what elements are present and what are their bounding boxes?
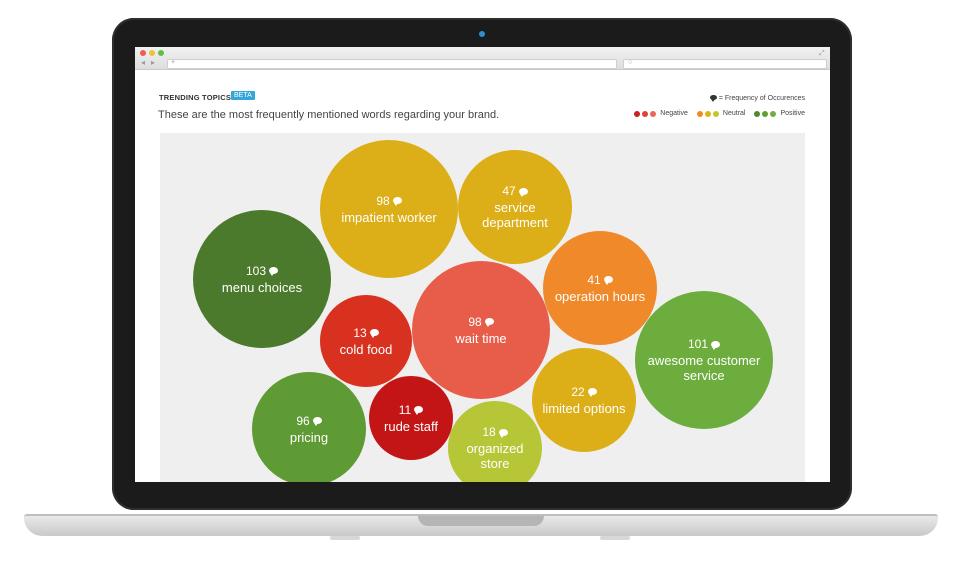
- topic-count: 11: [398, 402, 424, 417]
- topic-count: 18: [482, 425, 508, 439]
- browser-search-bar[interactable]: [623, 59, 827, 69]
- topic-count-value: 101: [687, 337, 709, 351]
- topic-label: pricing: [289, 429, 329, 445]
- topic-bubble-impatient-worker[interactable]: 98 impatient worker: [320, 140, 458, 278]
- minimize-window-button[interactable]: [149, 50, 155, 56]
- forward-icon[interactable]: ▸: [151, 58, 156, 67]
- search-icon: ○: [628, 59, 633, 66]
- back-icon[interactable]: ◂: [141, 58, 146, 67]
- laptop-foot: [330, 536, 360, 540]
- chat-bubble-icon: [587, 388, 597, 397]
- sentiment-legend: Negative Neutral Positive: [625, 110, 805, 117]
- legend-dot: [712, 110, 719, 117]
- chat-bubble-icon: [312, 417, 322, 426]
- topic-count-value: 41: [587, 272, 601, 287]
- topic-count-value: 13: [353, 325, 367, 340]
- topic-count: 22: [571, 384, 597, 399]
- legend-neutral: Neutral: [696, 110, 746, 117]
- frequency-legend-label: = Frequency of Occurences: [718, 95, 805, 102]
- legend-dot: [762, 110, 769, 117]
- topic-label: impatient worker: [341, 209, 437, 225]
- topic-bubble-wait-time[interactable]: 98 wait time: [412, 261, 550, 399]
- topic-count-value: 98: [468, 314, 482, 329]
- topic-count-value: 103: [245, 263, 267, 278]
- legend-label: Positive: [780, 110, 805, 117]
- chat-bubble-icon: [711, 340, 721, 350]
- topic-count-value: 11: [398, 402, 412, 417]
- topic-bubble-organized-store[interactable]: 18 organized store: [448, 401, 542, 482]
- topic-label: menu choices: [221, 279, 303, 295]
- topic-bubble-operation-hours[interactable]: 41 operation hours: [543, 231, 657, 345]
- topic-bubble-menu-choices[interactable]: 103 menu choices: [193, 210, 331, 348]
- topic-label: rude staff: [384, 418, 438, 434]
- chat-bubble-icon: [269, 267, 279, 276]
- page-title: TRENDING TOPICS: [159, 93, 232, 102]
- page-subtitle: These are the most frequently mentioned …: [158, 109, 500, 121]
- legend-label: Neutral: [722, 110, 746, 117]
- topic-bubble-rude-staff[interactable]: 11 rude staff: [369, 376, 453, 460]
- chat-bubble-icon: [369, 329, 379, 338]
- fullscreen-icon[interactable]: ⤢: [819, 50, 825, 57]
- topic-bubble-chart: 103 menu choices 98 impatient worker 47 servi…: [160, 133, 805, 482]
- chat-bubble-icon: [392, 197, 402, 206]
- topic-bubble-pricing[interactable]: 96 pricing: [252, 372, 366, 482]
- topic-count-value: 98: [376, 193, 390, 208]
- laptop-foot: [600, 536, 630, 540]
- laptop-notch: [418, 516, 544, 526]
- topic-count: 103: [245, 263, 279, 278]
- topic-count-value: 22: [571, 384, 585, 399]
- legend-dot: [704, 110, 711, 117]
- webcam: [479, 31, 485, 37]
- topic-count: 13: [353, 325, 379, 340]
- maximize-window-button[interactable]: [158, 50, 164, 56]
- legend-dot: [642, 110, 649, 117]
- topic-bubble-service-department[interactable]: 47 service department: [458, 150, 572, 264]
- legend-dot: [754, 110, 761, 117]
- legend-dot: [650, 110, 657, 117]
- chat-bubble-icon: [709, 95, 717, 102]
- topic-bubble-limited-options[interactable]: 22 limited options: [532, 348, 636, 452]
- topic-count: 101: [687, 337, 721, 351]
- chat-bubble-icon: [414, 406, 424, 415]
- topic-count: 98: [468, 314, 494, 329]
- topic-label: limited options: [542, 400, 626, 416]
- legend-label: Negative: [660, 110, 688, 117]
- topic-count: 41: [587, 272, 613, 287]
- close-window-button[interactable]: [140, 50, 146, 56]
- topic-count: 47: [502, 184, 528, 198]
- topic-label: awesome customer service: [647, 353, 761, 383]
- topic-count-value: 18: [482, 425, 496, 439]
- screen: ◂ ▸ + ○ ⤢ TRENDING TOPICS BETA These are…: [135, 47, 830, 482]
- frequency-legend: = Frequency of Occurences: [709, 95, 805, 102]
- topic-bubble-cold-food[interactable]: 13 cold food: [320, 295, 412, 387]
- laptop-base: [24, 516, 938, 536]
- topic-bubble-awesome-customer-service[interactable]: 101 awesome customer service: [635, 291, 773, 429]
- browser-chrome: ◂ ▸ + ○ ⤢: [135, 47, 830, 70]
- new-tab-icon[interactable]: +: [171, 59, 176, 66]
- topic-label: organized store: [466, 441, 524, 471]
- legend-negative: Negative: [634, 110, 688, 117]
- legend-positive: Positive: [754, 110, 805, 117]
- topic-label: operation hours: [554, 288, 646, 304]
- topic-label: wait time: [455, 330, 507, 346]
- chat-bubble-icon: [518, 187, 528, 197]
- address-bar[interactable]: [167, 59, 617, 69]
- legend-dot: [770, 110, 777, 117]
- beta-badge: BETA: [231, 91, 255, 100]
- chat-bubble-icon: [498, 428, 508, 438]
- topic-count-value: 47: [502, 184, 516, 198]
- chat-bubble-icon: [484, 318, 494, 327]
- topic-count-value: 96: [296, 413, 310, 428]
- topic-label: service department: [482, 200, 548, 230]
- legend-dot: [696, 110, 703, 117]
- legend-dot: [634, 110, 641, 117]
- topic-label: cold food: [339, 341, 393, 357]
- topic-count: 98: [376, 193, 402, 208]
- chat-bubble-icon: [603, 276, 613, 285]
- topic-count: 96: [296, 413, 322, 428]
